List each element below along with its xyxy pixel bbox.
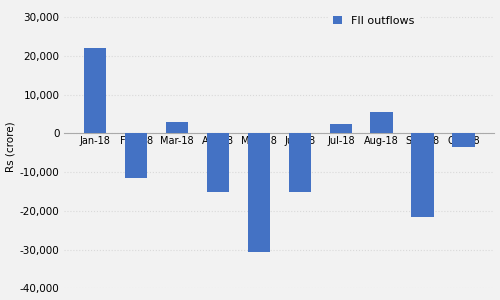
- Bar: [330, 124, 352, 134]
- Bar: [206, 134, 229, 192]
- Bar: [248, 134, 270, 252]
- Y-axis label: Rs (crore): Rs (crore): [6, 122, 16, 172]
- Bar: [288, 134, 311, 192]
- Bar: [452, 134, 475, 147]
- Bar: [166, 122, 188, 134]
- Bar: [370, 112, 393, 134]
- Bar: [412, 134, 434, 217]
- Bar: [84, 48, 106, 134]
- Legend: FII outflows: FII outflows: [329, 11, 419, 30]
- Bar: [125, 134, 148, 178]
